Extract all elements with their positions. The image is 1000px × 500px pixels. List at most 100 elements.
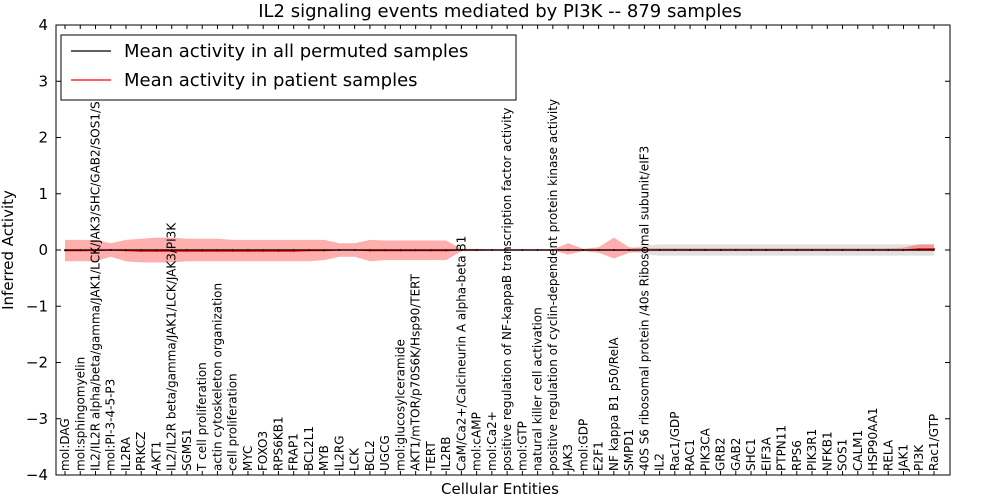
x-tick-label: T cell proliferation xyxy=(195,362,209,472)
point-series-0 xyxy=(490,249,493,251)
x-tick-label: E2F1 xyxy=(592,441,606,471)
x-tick-label: FOXO3 xyxy=(256,431,270,471)
point-series-0 xyxy=(384,249,387,251)
x-tick-label: MYB xyxy=(317,445,331,471)
point-series-0 xyxy=(643,249,646,251)
x-tick-label: RPS6KB1 xyxy=(271,416,285,471)
point-series-0 xyxy=(933,249,935,251)
x-tick-label: SOS1 xyxy=(836,439,850,471)
point-series-0 xyxy=(582,249,585,251)
x-tick-label: PIK3CA xyxy=(698,427,712,471)
x-tick-label: mol:glucosylceramide xyxy=(393,339,407,471)
point-series-0 xyxy=(186,249,188,251)
x-tick-label: IL2RB xyxy=(439,437,453,471)
x-tick-label: mol:PI-3-4-5-P3 xyxy=(104,379,118,471)
point-series-0 xyxy=(811,249,813,251)
x-tick-label: NF kappa B1 p50/RelA xyxy=(607,337,621,471)
x-tick-label: HSP90AA1 xyxy=(866,407,880,471)
y-tick-label: −3 xyxy=(26,410,48,428)
x-tick-label: cell proliferation xyxy=(226,373,240,471)
point-series-0 xyxy=(277,249,280,251)
point-series-0 xyxy=(826,249,829,251)
point-series-0 xyxy=(94,249,97,251)
point-series-0 xyxy=(917,249,920,251)
y-tick-label: 4 xyxy=(38,16,48,34)
point-series-0 xyxy=(689,249,691,251)
point-series-0 xyxy=(231,249,234,251)
point-series-0 xyxy=(475,249,478,251)
point-series-0 xyxy=(780,249,783,251)
point-series-0 xyxy=(597,249,600,251)
point-series-0 xyxy=(750,249,752,251)
x-tick-label: mol:DAG xyxy=(58,418,72,471)
x-tick-label: 40S S6 ribosomal protein /40s Ribosomal … xyxy=(637,146,651,471)
point-series-0 xyxy=(64,249,66,251)
point-series-0 xyxy=(887,249,890,251)
chart-title: IL2 signaling events mediated by PI3K --… xyxy=(258,1,742,22)
point-series-0 xyxy=(856,249,859,251)
point-series-0 xyxy=(445,249,448,251)
x-tick-label: MYC xyxy=(241,446,255,471)
x-tick-label: actin cytoskeleton organization xyxy=(210,283,224,471)
x-axis-label: Cellular Entities xyxy=(441,480,559,498)
point-series-0 xyxy=(170,249,173,251)
point-series-0 xyxy=(353,249,356,251)
x-tick-label: PRKCZ xyxy=(134,432,148,471)
point-series-0 xyxy=(704,249,707,251)
x-tick-label: JAK1 xyxy=(897,444,911,472)
point-series-0 xyxy=(338,249,341,251)
x-tick-label: PIK3R1 xyxy=(805,429,819,471)
point-series-0 xyxy=(247,249,249,251)
x-tick-label: SMPD1 xyxy=(622,429,636,471)
point-series-0 xyxy=(155,249,158,251)
y-tick-label: 2 xyxy=(38,129,48,147)
plot-frame xyxy=(55,24,951,476)
point-series-0 xyxy=(323,249,326,251)
x-tick-label: EIF3A xyxy=(759,436,773,471)
x-tick-label: AKT1/mTOR/p70S6K/Hsp90/TERT xyxy=(409,273,423,471)
point-series-0 xyxy=(612,249,615,251)
x-tick-label: positive regulation of cyclin-dependent … xyxy=(546,99,560,471)
legend: Mean activity in all permuted samples Me… xyxy=(60,34,517,101)
point-series-0 xyxy=(79,249,82,251)
x-tick-label: IL2 xyxy=(653,453,667,471)
point-series-0 xyxy=(658,249,661,251)
x-tick-label: IL2RG xyxy=(332,436,346,472)
point-series-0 xyxy=(551,249,554,251)
point-series-0 xyxy=(506,249,509,251)
y-tick-label: 0 xyxy=(38,241,48,259)
x-tick-label: IL2/IL2R beta/gamma/JAK1/LCK/JAK3/PI3K xyxy=(165,222,179,471)
x-tick-label: CALM1 xyxy=(851,430,865,471)
y-axis-label: Inferred Activity xyxy=(0,190,17,310)
point-series-0 xyxy=(673,249,676,251)
point-series-0 xyxy=(125,249,127,251)
x-tick-label: IL2RA xyxy=(119,436,133,471)
point-series-0 xyxy=(567,249,570,251)
point-series-0 xyxy=(414,249,417,251)
x-tick-label: TERT xyxy=(424,441,438,472)
point-series-0 xyxy=(308,249,310,251)
y-tick-label: 3 xyxy=(38,72,48,90)
point-series-0 xyxy=(369,249,371,251)
x-tick-label: mol:cAMP xyxy=(470,412,484,471)
x-tick-label: FRAP1 xyxy=(287,433,301,471)
legend-label-patient: Mean activity in patient samples xyxy=(124,70,418,91)
legend-box xyxy=(60,34,517,101)
x-tick-label: BCL2 xyxy=(363,440,377,471)
x-tick-label: PI3K xyxy=(912,444,926,471)
point-series-0 xyxy=(765,249,768,251)
x-tick-label: mol:GDP xyxy=(576,419,590,471)
x-tick-label: mol:sphingomyelin xyxy=(73,357,87,471)
x-tick-label: GRB2 xyxy=(714,437,728,471)
lines-layer xyxy=(64,247,935,253)
x-tick-label: RELA xyxy=(881,439,895,471)
point-series-0 xyxy=(140,249,143,251)
y-tick-label: −4 xyxy=(26,466,48,484)
x-tick-label: SGMS1 xyxy=(180,428,194,471)
point-series-0 xyxy=(719,249,722,251)
x-tick-label: UGCG xyxy=(378,435,392,471)
point-series-0 xyxy=(201,249,204,251)
x-tick-label: Rac1/GDP xyxy=(668,412,682,471)
x-tick-label: CaM/Ca2+/Calcineurin A alpha-beta B1 xyxy=(454,236,468,471)
x-tick-label: mol:GTP xyxy=(515,421,529,471)
